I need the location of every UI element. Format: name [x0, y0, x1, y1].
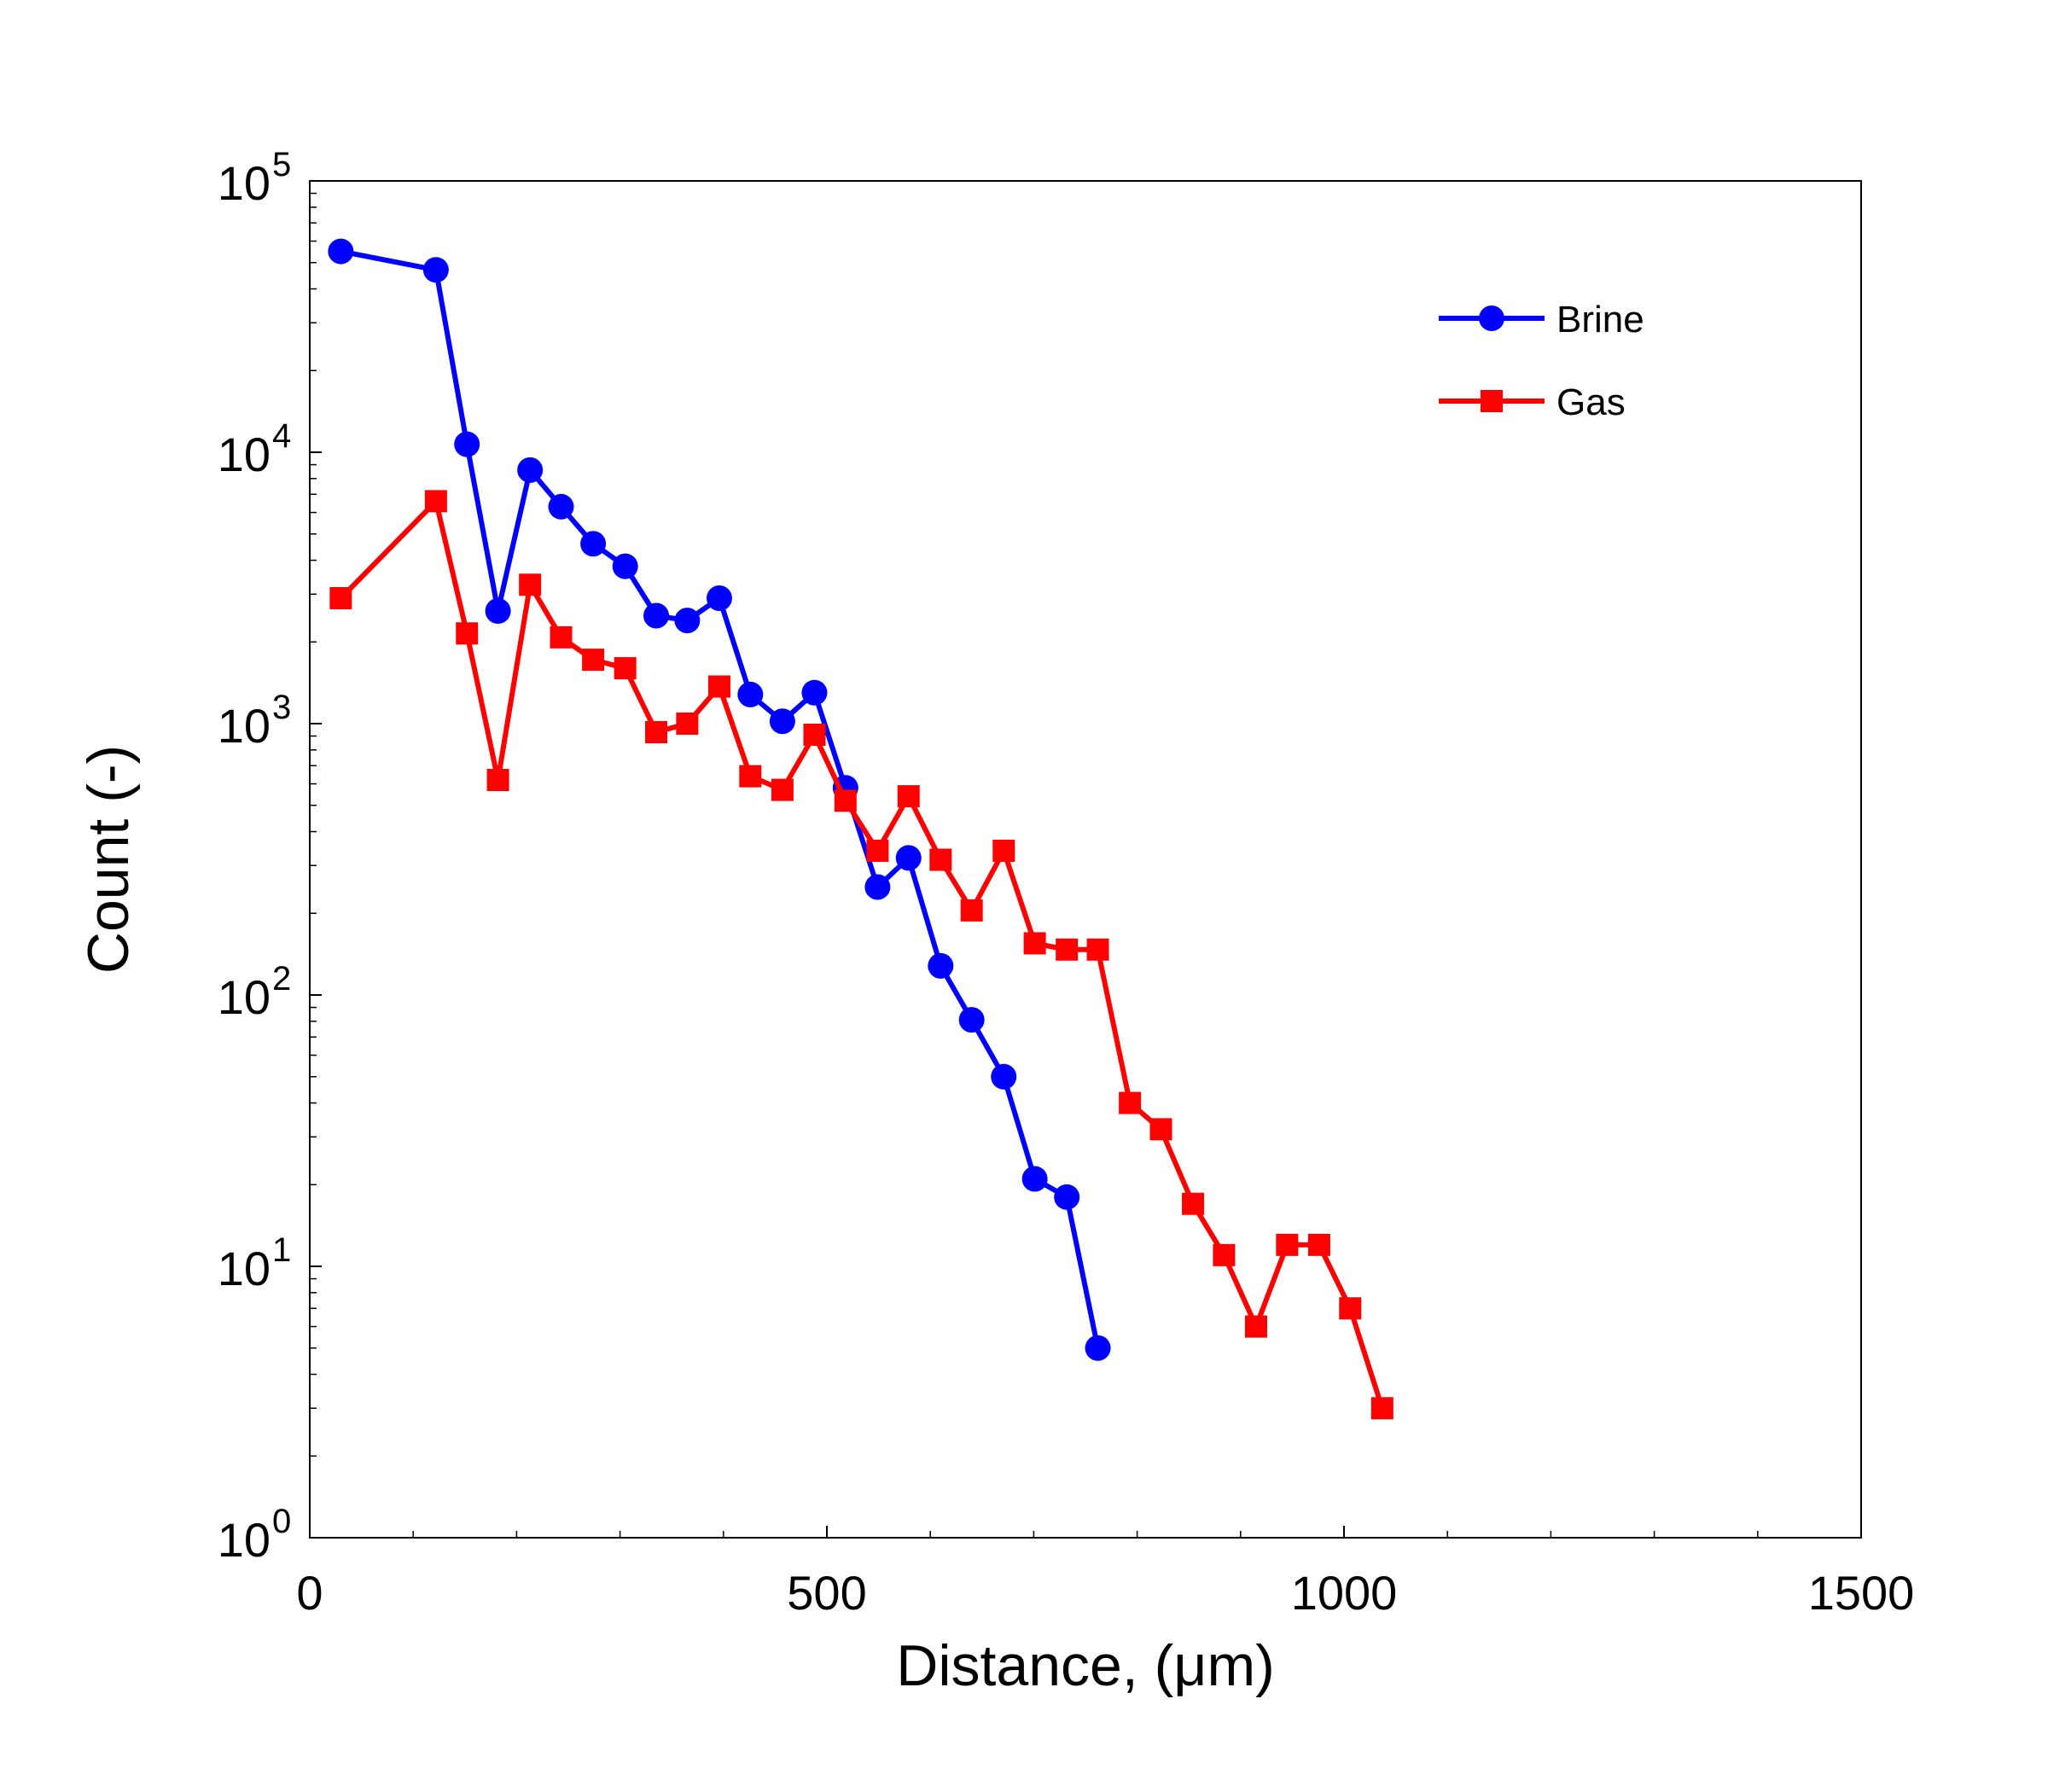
brine-point: [674, 608, 701, 634]
gas-point: [739, 765, 762, 788]
legend: Brine Gas: [1439, 299, 1644, 423]
legend-gas-label: Gas: [1556, 381, 1626, 423]
brine-point: [1021, 1166, 1048, 1192]
y-tick-exponent: 2: [272, 960, 291, 998]
gas-point: [519, 573, 542, 596]
y-tick-label: 10: [218, 156, 271, 210]
gas-point: [707, 675, 730, 698]
brine-point: [1085, 1335, 1111, 1361]
gas-point: [960, 899, 983, 922]
brine-point: [801, 679, 828, 706]
gas-point: [1182, 1192, 1205, 1215]
y-tick-label: 10: [218, 428, 271, 481]
gas-point: [645, 721, 668, 744]
y-tick-label: 10: [218, 1513, 271, 1567]
gas-point: [897, 785, 920, 808]
gas-point: [1149, 1118, 1172, 1141]
brine-point: [454, 431, 480, 457]
gas-point: [1119, 1091, 1142, 1114]
y-tick-exponent: 1: [272, 1231, 291, 1269]
gas-point: [1056, 938, 1079, 961]
y-axis-title: Count (-): [76, 745, 141, 974]
x-tick-label: 0: [296, 1566, 323, 1620]
brine-point: [991, 1063, 1017, 1090]
x-axis-title: Distance, (μm): [896, 1633, 1274, 1698]
brine-point: [328, 238, 354, 265]
gas-point: [771, 778, 794, 801]
brine-point: [706, 585, 732, 611]
legend-brine-label: Brine: [1556, 299, 1644, 340]
series-layer: [328, 238, 1393, 1420]
x-tick-label: 1000: [1291, 1566, 1398, 1620]
brine-point: [895, 845, 922, 871]
y-tick-exponent: 0: [272, 1503, 291, 1540]
y-tick-label: 10: [218, 699, 271, 753]
gas-point: [1086, 938, 1109, 961]
gas-line: [339, 498, 1385, 1410]
brine-point: [517, 457, 544, 483]
brine-point: [928, 952, 954, 979]
plot-frame: [309, 180, 1862, 1539]
brine-point: [485, 598, 511, 625]
brine-point: [864, 874, 891, 900]
gas-point: [486, 769, 509, 792]
gas-point: [329, 586, 352, 609]
brine-point: [1054, 1184, 1080, 1210]
legend-gas-marker: [1481, 390, 1503, 412]
brine-point: [737, 681, 764, 707]
gas-point: [614, 657, 637, 680]
gas-point: [676, 713, 699, 735]
brine-line: [340, 248, 1101, 1349]
gas-point: [1370, 1397, 1393, 1420]
brine-point: [548, 493, 574, 520]
y-tick-exponent: 5: [272, 146, 291, 183]
brine-point: [612, 553, 638, 579]
gas-point: [1307, 1233, 1330, 1256]
brine-point: [643, 602, 670, 629]
brine-point: [958, 1007, 985, 1033]
gas-point: [834, 789, 857, 812]
gas-point: [1213, 1243, 1236, 1266]
x-tick-label: 1500: [1808, 1566, 1915, 1620]
legend-brine-marker: [1479, 305, 1504, 331]
gas-point: [1244, 1315, 1267, 1338]
y-tick-label: 10: [218, 970, 271, 1024]
y-tick-exponent: 4: [272, 417, 291, 455]
gas-point: [866, 839, 889, 862]
gas-point: [1023, 932, 1046, 955]
gas-point: [992, 839, 1015, 862]
gas-point: [1339, 1297, 1362, 1320]
gas-point: [550, 625, 573, 649]
gas-point: [582, 649, 605, 672]
x-tick-label: 500: [787, 1566, 866, 1620]
brine-point: [422, 257, 449, 283]
gas-point: [803, 724, 826, 747]
gas-point: [424, 490, 447, 513]
brine-point: [580, 531, 607, 557]
brine-point: [769, 708, 795, 735]
gas-point: [1276, 1233, 1299, 1256]
gas-point: [929, 848, 952, 871]
gas-point: [456, 622, 479, 645]
y-tick-exponent: 3: [272, 689, 291, 726]
y-tick-label: 10: [218, 1242, 271, 1295]
